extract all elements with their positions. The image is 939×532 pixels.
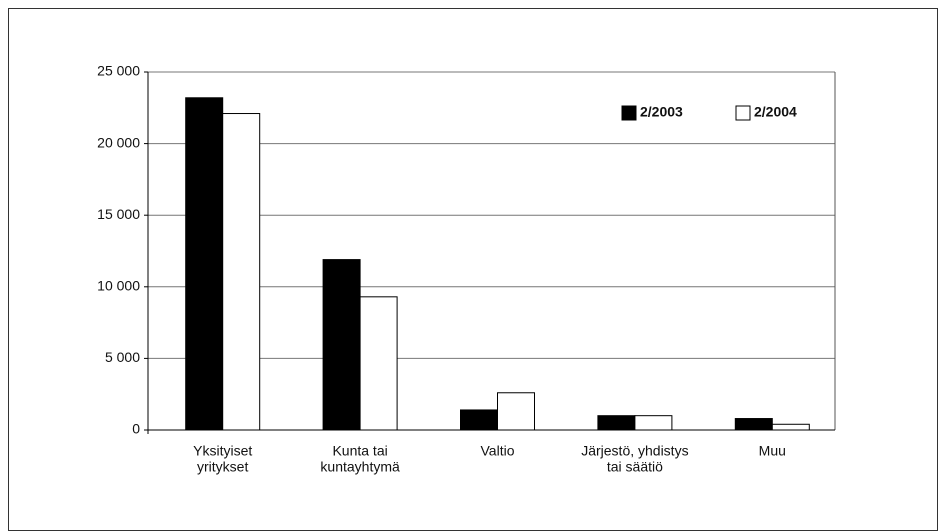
bar [634, 415, 673, 431]
x-tick-label: kuntayhtymä [320, 459, 400, 475]
bar [322, 259, 361, 431]
y-tick-label: 20 000 [97, 134, 140, 150]
bar [771, 423, 810, 431]
legend-label: 2/2004 [754, 104, 797, 120]
y-tick-label: 10 000 [97, 278, 140, 294]
bar [597, 415, 636, 431]
x-tick-label: Yksityiset [193, 443, 252, 459]
x-tick-label: yritykset [197, 459, 248, 475]
y-tick-label: 0 [132, 421, 140, 437]
legend-swatch [621, 105, 637, 121]
x-tick-label: Järjestö, yhdistys [581, 443, 688, 459]
x-tick-label: Kunta tai [332, 443, 387, 459]
bar [460, 409, 498, 431]
bar [222, 113, 261, 431]
x-tick-label: Valtio [481, 443, 515, 459]
legend-swatch [735, 105, 751, 121]
y-tick-label: 5 000 [105, 349, 140, 365]
bar [734, 418, 773, 431]
bar [185, 97, 224, 431]
bar [497, 392, 535, 431]
bar [359, 296, 398, 431]
x-tick-label: tai säätiö [607, 459, 663, 475]
legend-label: 2/2003 [640, 104, 683, 120]
y-tick-label: 25 000 [97, 63, 140, 79]
frame [8, 8, 938, 531]
y-tick-label: 15 000 [97, 206, 140, 222]
x-tick-label: Muu [759, 443, 786, 459]
